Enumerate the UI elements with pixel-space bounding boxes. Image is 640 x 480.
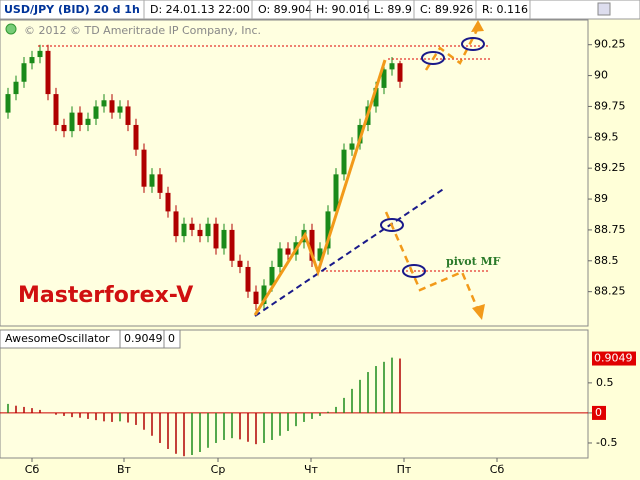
copyright: © 2012 © TD Ameritrade IP Company, Inc. [24,24,261,37]
y-tick-label: 89.75 [594,99,626,112]
settings-icon[interactable] [597,2,611,16]
y-tick-label: 90 [594,69,608,82]
y-tick-label: 89 [594,192,608,205]
brand: Masterforex-V [18,283,193,308]
current-value-label: 0.9049 [594,352,633,365]
close: C: 89.926 [420,3,473,16]
candle-body [141,149,147,187]
open: O: 89.904 [258,3,312,16]
candle-body [165,192,171,212]
y-tick-label: 88.5 [594,254,619,267]
header-separators [143,0,531,19]
date: D: 24.01.13 22:00 [150,3,250,16]
oscillator-value: 0.9049 [124,332,163,345]
candle-body [221,229,227,249]
candle-body [341,149,347,175]
candle-body [373,87,379,107]
candle-body [93,106,99,119]
zero-label-box [592,405,606,420]
candle-body [261,285,267,305]
y-tick-label: 0 [595,406,602,419]
price-panel [0,19,589,327]
oscillator-header [0,329,181,349]
candle-body [109,100,115,113]
candle-body [45,50,51,95]
candle-body [61,124,67,132]
x-tick-label: Ср [211,463,226,476]
oscillator-param: 0 [168,332,175,345]
candle-body [37,50,43,58]
candle-body [149,174,155,187]
candle-body [397,63,403,82]
y-tick-label: 89.5 [594,130,619,143]
candle-body [349,143,355,150]
x-tick-label: Пт [397,463,412,476]
candle-body [269,266,275,286]
candle-body [5,94,11,113]
candle-body [117,106,123,113]
pivot-label: pivot MF [446,255,501,268]
header-bar [0,0,640,20]
candle-body [285,248,291,255]
candle-body [77,112,83,125]
candle-body [13,81,19,95]
y-tick-label: 88.75 [594,223,626,236]
candle-body [213,223,219,249]
candle-body [21,63,27,82]
x-tick-label: Вт [117,463,132,476]
x-tick-label: Сб [25,463,40,476]
candle-body [333,174,339,212]
candle-body [197,229,203,237]
candle-body [309,229,315,261]
y-tick-label: 89.25 [594,161,626,174]
candle-body [205,223,211,237]
candle-body [381,69,387,88]
candle-body [325,211,331,249]
candle-body [53,94,59,125]
candle-body [157,174,163,193]
candle-body [229,229,235,261]
candle-body [69,112,75,132]
status-dot [5,23,17,35]
candle-body [389,63,395,70]
candle-body [189,223,195,230]
annotations [38,20,490,320]
candle-body [85,118,91,125]
oscillator-title: AwesomeOscillator [5,332,110,345]
candle-body [245,266,251,292]
candle-body [101,100,107,107]
y-tick-label: 90.25 [594,38,626,51]
range: R: 0.116 [482,3,528,16]
candle-body [237,260,243,267]
candle-body [133,124,139,150]
x-tick-label: Сб [490,463,505,476]
candle-body [181,223,187,237]
y-tick-label: 88.25 [594,285,626,298]
candle-body [29,57,35,64]
candle-body [125,106,131,125]
oscillator-panel [0,329,589,459]
low: L: 89.9 [374,3,412,16]
value-label-box [592,351,636,366]
x-tick-label: Чт [304,463,319,476]
y-tick-label: -0.5 [596,436,617,449]
high: H: 90.016 [316,3,370,16]
candle-body [173,211,179,237]
candle-body [253,291,259,305]
candle-body [277,248,283,267]
y-tick-label: 0.5 [596,376,614,389]
symbol: USD/JPY (BID) 20 d 1h [4,3,140,16]
candle-body [317,248,323,261]
